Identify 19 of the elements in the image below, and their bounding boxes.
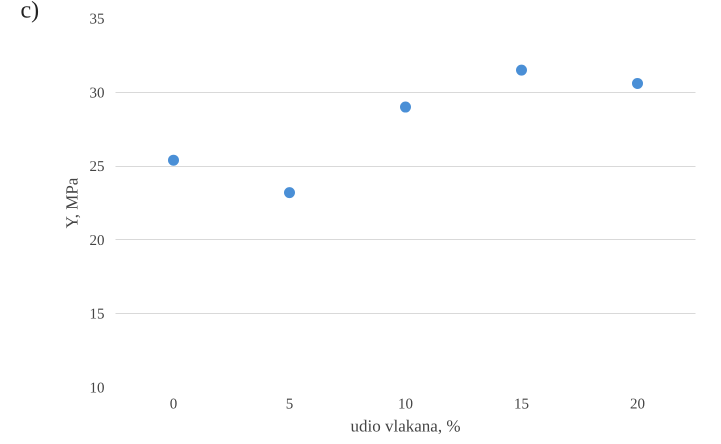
- y-tick-label: 30: [90, 85, 104, 102]
- y-axis-title: Y, MPa: [62, 177, 82, 228]
- y-tick-label: 10: [90, 380, 104, 396]
- x-tick-label: 15: [514, 396, 529, 412]
- point: [516, 64, 527, 76]
- y-tick-label: 20: [90, 232, 104, 249]
- x-tick-label: 0: [170, 396, 178, 412]
- point: [284, 187, 295, 198]
- point: [400, 102, 411, 113]
- x-tick-label: 5: [286, 396, 294, 412]
- text: c): [20, 0, 40, 24]
- x-tick-label: 10: [398, 396, 413, 412]
- point: [168, 154, 179, 166]
- x-tick-label: 20: [630, 396, 645, 412]
- point: [632, 78, 643, 89]
- y-tick-label: 25: [90, 159, 104, 176]
- y-tick-label: 35: [90, 12, 104, 28]
- x-axis-title: udio vlakana, %: [350, 416, 461, 436]
- y-tick-label: 15: [90, 306, 104, 323]
